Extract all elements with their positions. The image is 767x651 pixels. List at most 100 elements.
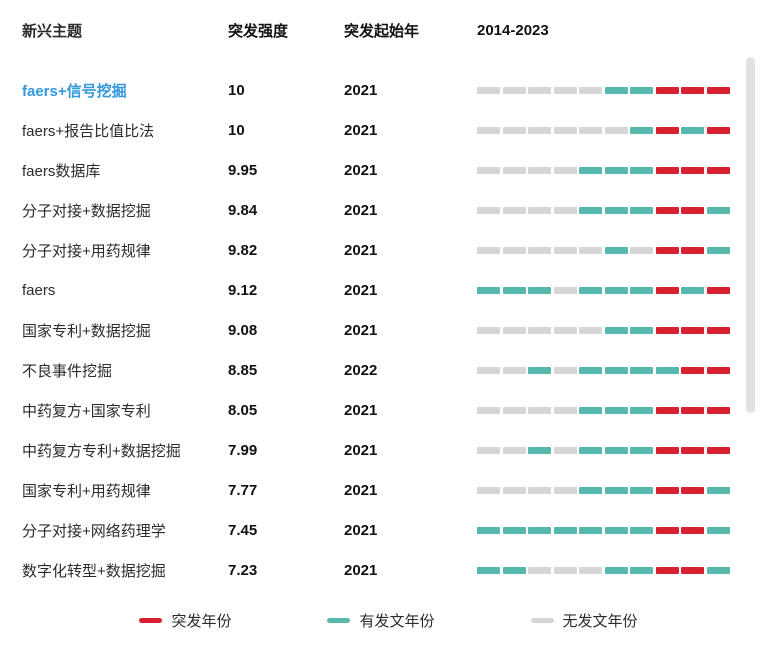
timeline-segment-2018 bbox=[579, 366, 602, 374]
timeline-segment-2023 bbox=[706, 126, 730, 134]
timeline-segment-2018 bbox=[579, 566, 602, 574]
timeline-segment-2018 bbox=[579, 326, 602, 334]
timeline-segment-2021 bbox=[655, 86, 679, 94]
timeline-segment-2020 bbox=[630, 326, 653, 334]
timeline-segment-2022 bbox=[681, 286, 704, 294]
timeline-segment-2015 bbox=[502, 206, 526, 214]
timeline-segment-2014 bbox=[477, 166, 500, 174]
timeline-segment-2020 bbox=[630, 126, 653, 134]
topic-label: 中药复方+国家专利 bbox=[22, 402, 151, 420]
burst-start-year-value: 2021 bbox=[344, 161, 378, 179]
table-row: 不良事件挖掘 8.85 2022 bbox=[0, 350, 767, 390]
timeline-segment-2016 bbox=[528, 246, 551, 254]
table-row: faers+信号挖掘 10 2021 bbox=[0, 70, 767, 110]
timeline-segment-2018 bbox=[579, 446, 602, 454]
timeline-segment-2017 bbox=[553, 326, 577, 334]
table-row: 中药复方专利+数据挖掘 7.99 2021 bbox=[0, 430, 767, 470]
timeline-segment-2017 bbox=[553, 486, 577, 494]
timeline-segment-2022 bbox=[681, 526, 704, 534]
timeline-strip bbox=[477, 366, 730, 374]
timeline-segment-2021 bbox=[655, 486, 679, 494]
timeline-strip bbox=[477, 286, 730, 294]
timeline-segment-2019 bbox=[604, 526, 628, 534]
timeline-segment-2023 bbox=[706, 486, 730, 494]
table-row: 中药复方+国家专利 8.05 2021 bbox=[0, 390, 767, 430]
vertical-scrollbar-thumb[interactable] bbox=[746, 57, 755, 413]
timeline-segment-2021 bbox=[655, 366, 679, 374]
timeline-segment-2022 bbox=[681, 206, 704, 214]
table-body: faers+信号挖掘 10 2021 faers+报告比值比法 10 2021 faers数… bbox=[0, 70, 767, 590]
timeline-segment-2018 bbox=[579, 86, 602, 94]
timeline-segment-2021 bbox=[655, 406, 679, 414]
timeline-segment-2016 bbox=[528, 166, 551, 174]
timeline-segment-2021 bbox=[655, 526, 679, 534]
timeline-strip bbox=[477, 166, 730, 174]
timeline-segment-2020 bbox=[630, 366, 653, 374]
table-row: 分子对接+用药规律 9.82 2021 bbox=[0, 230, 767, 270]
timeline-segment-2018 bbox=[579, 126, 602, 134]
timeline-segment-2015 bbox=[502, 406, 526, 414]
timeline-segment-2017 bbox=[553, 166, 577, 174]
timeline-strip bbox=[477, 126, 730, 134]
timeline-segment-2023 bbox=[706, 246, 730, 254]
timeline-segment-2022 bbox=[681, 446, 704, 454]
burst-strength-value: 9.12 bbox=[228, 281, 258, 299]
legend-item-pub: 有发文年份 bbox=[327, 610, 435, 631]
burst-strength-value: 8.85 bbox=[228, 361, 258, 379]
burst-strength-value: 9.84 bbox=[228, 201, 258, 219]
table-row: 分子对接+网络药理学 7.45 2021 bbox=[0, 510, 767, 550]
timeline-segment-2019 bbox=[604, 366, 628, 374]
timeline-segment-2015 bbox=[502, 246, 526, 254]
burst-start-year-value: 2021 bbox=[344, 401, 378, 419]
legend-item-burst: 突发年份 bbox=[139, 610, 231, 631]
burst-start-year-value: 2021 bbox=[344, 441, 378, 459]
timeline-segment-2022 bbox=[681, 166, 704, 174]
timeline-strip bbox=[477, 246, 730, 254]
table-row: faers 9.12 2021 bbox=[0, 270, 767, 310]
timeline-segment-2023 bbox=[706, 166, 730, 174]
timeline-segment-2020 bbox=[630, 206, 653, 214]
burst-start-year-value: 2021 bbox=[344, 121, 378, 139]
topic-link[interactable]: faers+信号挖掘 bbox=[22, 82, 127, 100]
timeline-segment-2018 bbox=[579, 246, 602, 254]
burst-strength-value: 9.08 bbox=[228, 321, 258, 339]
burst-start-year-value: 2021 bbox=[344, 521, 378, 539]
legend-label: 有发文年份 bbox=[359, 612, 435, 630]
timeline-segment-2014 bbox=[477, 86, 500, 94]
burst-strength-value: 7.45 bbox=[228, 521, 258, 539]
timeline-segment-2022 bbox=[681, 326, 704, 334]
header-timeline-range: 2014-2023 bbox=[477, 21, 549, 39]
header-topic: 新兴主题 bbox=[22, 22, 83, 40]
timeline-segment-2017 bbox=[553, 406, 577, 414]
topic-label: faers+报告比值比法 bbox=[22, 122, 155, 140]
timeline-segment-2017 bbox=[553, 526, 577, 534]
timeline-segment-2014 bbox=[477, 246, 500, 254]
timeline-segment-2014 bbox=[477, 206, 500, 214]
topic-label: 分子对接+网络药理学 bbox=[22, 522, 166, 540]
timeline-segment-2023 bbox=[706, 446, 730, 454]
timeline-segment-2017 bbox=[553, 446, 577, 454]
timeline-segment-2015 bbox=[502, 126, 526, 134]
timeline-segment-2018 bbox=[579, 526, 602, 534]
burst-start-year-value: 2021 bbox=[344, 201, 378, 219]
header-start-year: 突发起始年 bbox=[344, 22, 420, 40]
burst-strength-value: 7.23 bbox=[228, 561, 258, 579]
timeline-segment-2018 bbox=[579, 486, 602, 494]
timeline-segment-2022 bbox=[681, 126, 704, 134]
burst-table: 新兴主题 突发强度 突发起始年 2014-2023 faers+信号挖掘 10 20… bbox=[0, 21, 767, 590]
timeline-segment-2023 bbox=[706, 566, 730, 574]
timeline-segment-2021 bbox=[655, 246, 679, 254]
burst-strength-value: 8.05 bbox=[228, 401, 258, 419]
topic-label: faers数据库 bbox=[22, 162, 101, 180]
timeline-segment-2020 bbox=[630, 526, 653, 534]
timeline-segment-2017 bbox=[553, 126, 577, 134]
legend-swatch-pub bbox=[327, 617, 351, 623]
timeline-segment-2020 bbox=[630, 286, 653, 294]
topic-label: 中药复方专利+数据挖掘 bbox=[22, 442, 181, 460]
timeline-segment-2016 bbox=[528, 86, 551, 94]
legend-label: 无发文年份 bbox=[562, 612, 638, 630]
table-row: 国家专利+数据挖掘 9.08 2021 bbox=[0, 310, 767, 350]
timeline-segment-2020 bbox=[630, 446, 653, 454]
legend-item-none: 无发文年份 bbox=[530, 610, 638, 631]
burst-strength-value: 7.99 bbox=[228, 441, 258, 459]
